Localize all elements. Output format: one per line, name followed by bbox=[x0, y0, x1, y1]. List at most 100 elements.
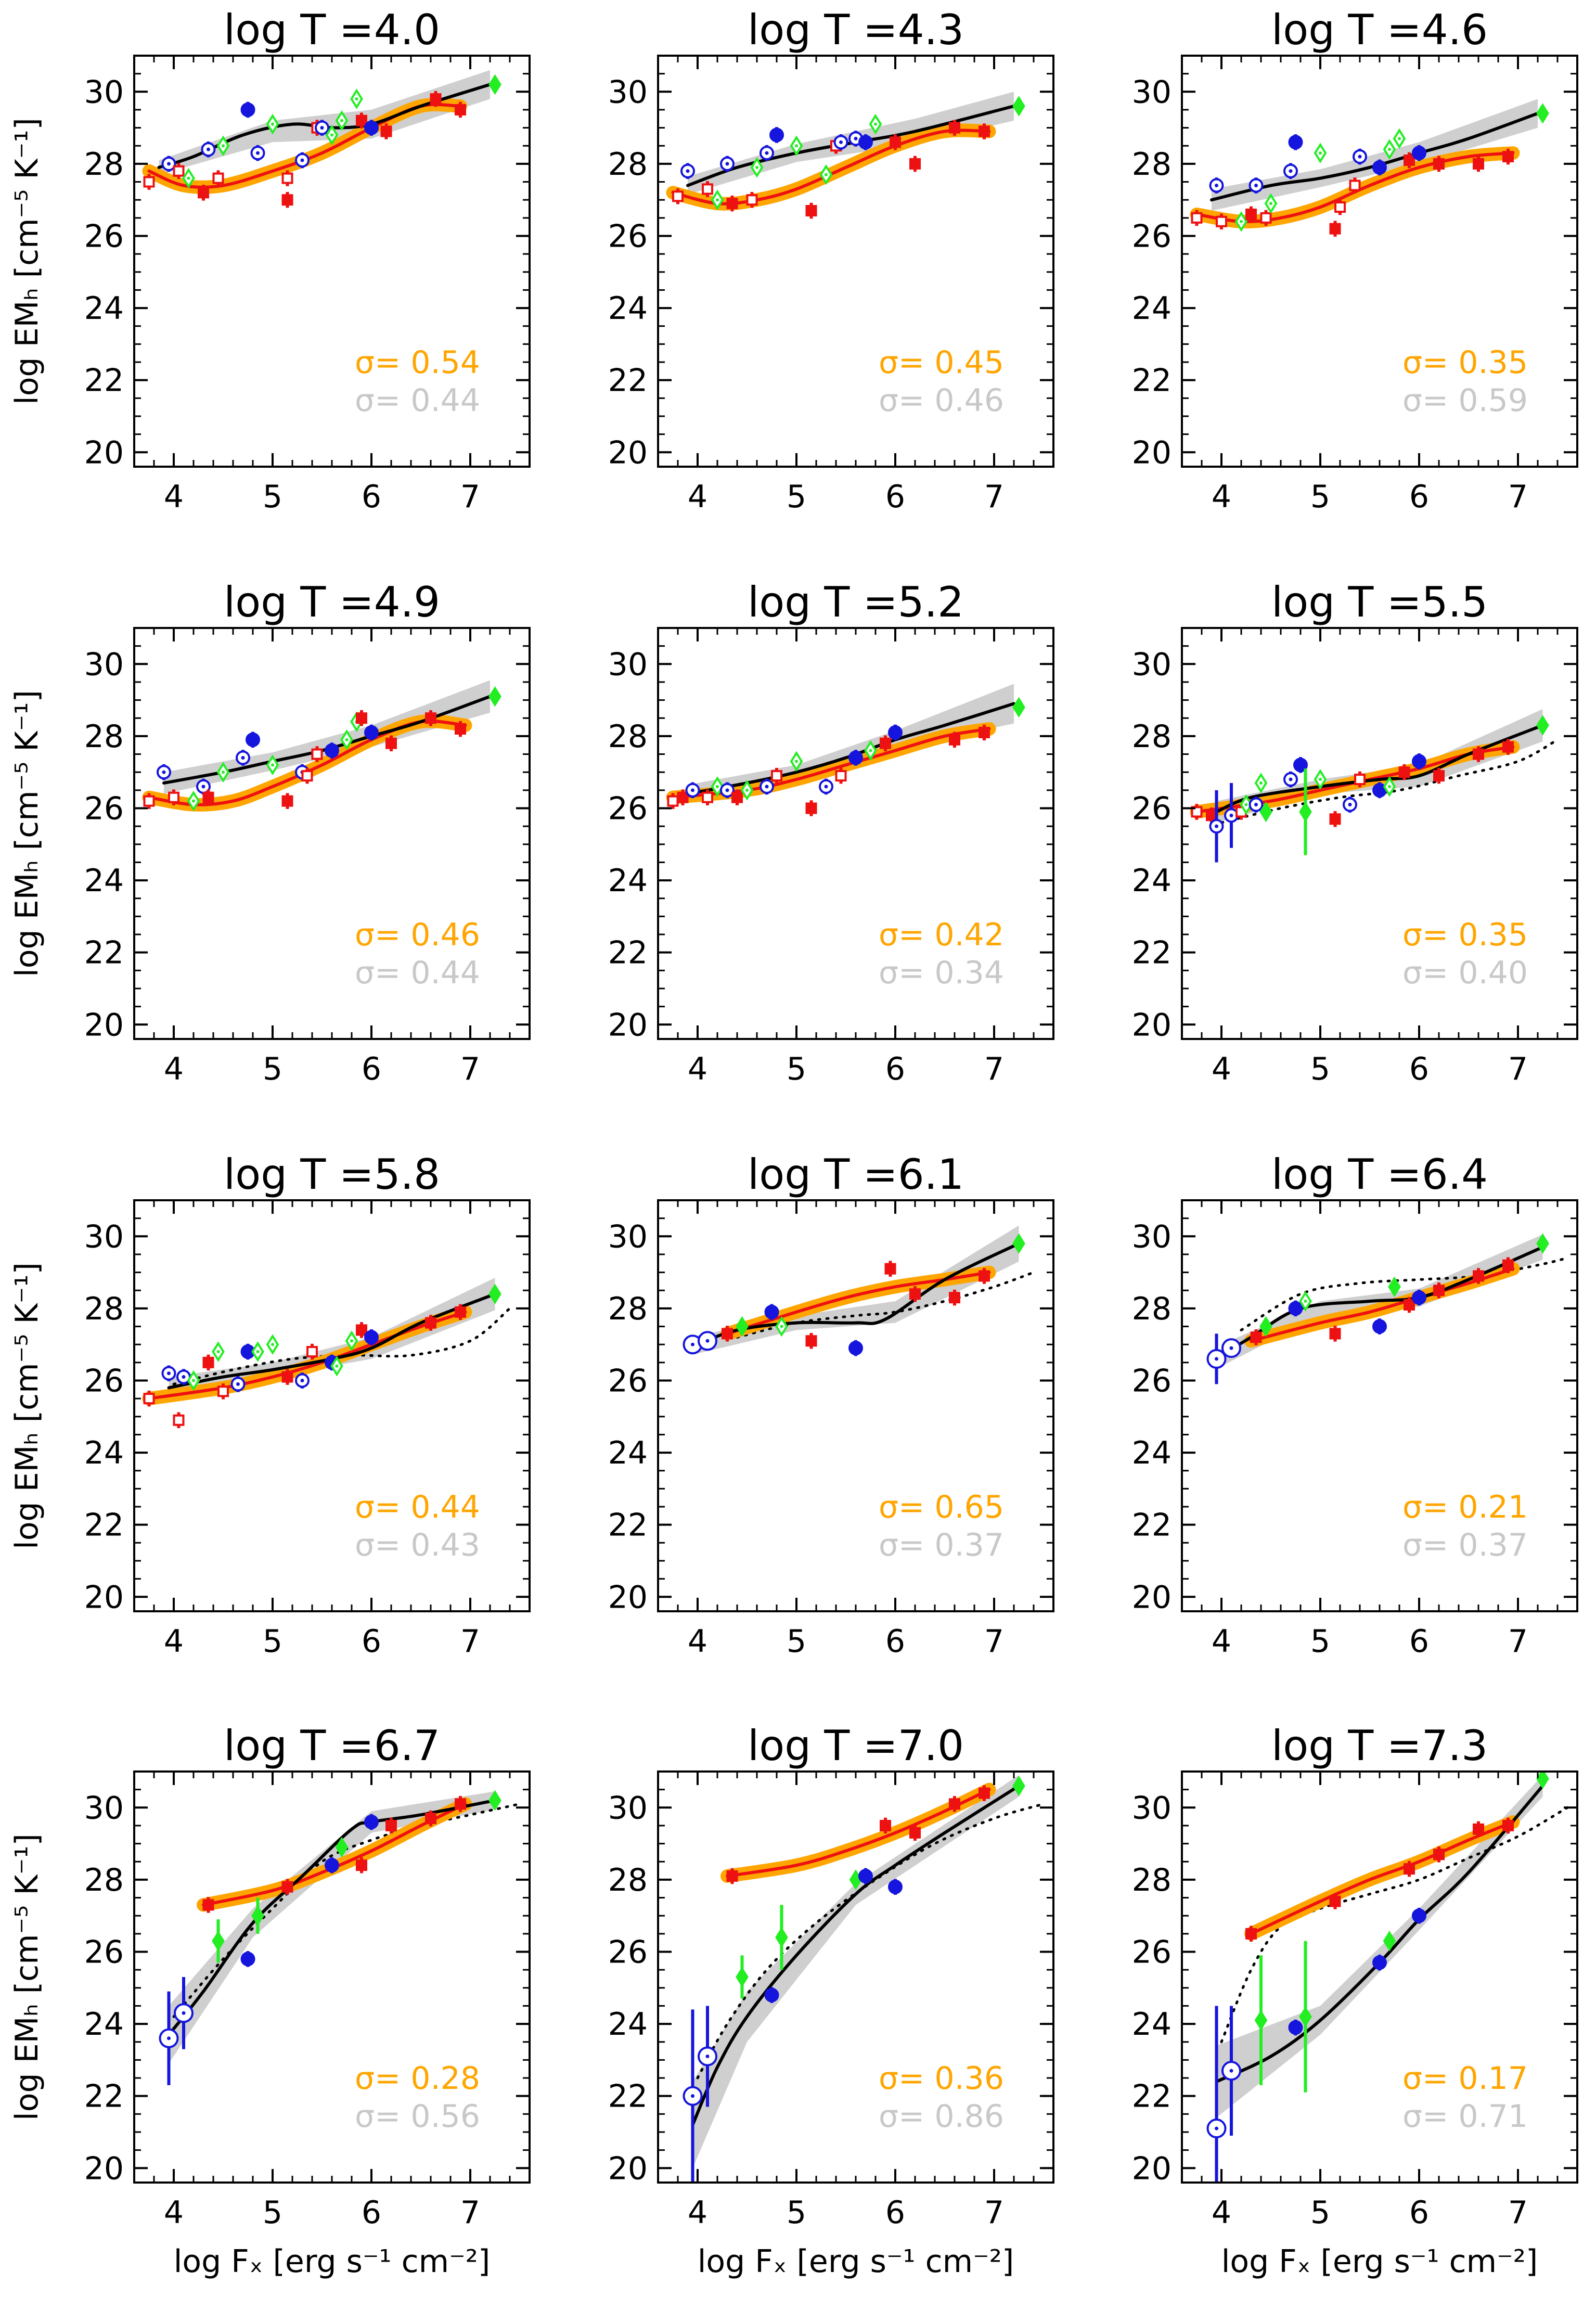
data-point-circle bbox=[858, 135, 873, 150]
y-tick-label: 20 bbox=[608, 2150, 648, 2187]
data-point-square bbox=[311, 748, 323, 760]
dotted-model-curve bbox=[696, 1802, 1045, 2080]
data-point-diamond bbox=[1536, 1772, 1549, 1789]
data-point-square bbox=[771, 770, 782, 782]
sigma-gray-label: σ= 0.56 bbox=[355, 2098, 480, 2135]
y-tick-label: 22 bbox=[1132, 1507, 1172, 1544]
data-point-circle-dot bbox=[765, 151, 769, 155]
data-point-square bbox=[1473, 158, 1484, 170]
y-tick-label: 26 bbox=[1132, 790, 1172, 827]
data-point-circle-dot bbox=[725, 788, 729, 792]
data-point-diamond bbox=[1299, 801, 1312, 823]
data-point-diamond bbox=[488, 74, 501, 95]
data-point-square bbox=[1473, 1823, 1484, 1835]
data-point-circle-dot bbox=[182, 1375, 186, 1379]
y-tick-label: 30 bbox=[84, 646, 124, 683]
plot-area bbox=[1206, 1772, 1569, 2183]
data-point-circle-dot bbox=[182, 2011, 186, 2015]
plot-area bbox=[1206, 1233, 1569, 1384]
panel-title: log T =5.2 bbox=[748, 578, 964, 626]
x-tick-label: 4 bbox=[1212, 479, 1231, 515]
data-point-circle bbox=[848, 1341, 863, 1356]
x-tick-label: 6 bbox=[1409, 1623, 1429, 1660]
data-point-circle bbox=[240, 102, 255, 117]
data-point-circle bbox=[1288, 2020, 1303, 2035]
data-point-square bbox=[385, 737, 397, 749]
data-point-square bbox=[1433, 158, 1445, 170]
data-point-circle bbox=[764, 1987, 779, 2003]
x-tick-label: 5 bbox=[787, 1051, 806, 1087]
x-tick-label: 7 bbox=[984, 1051, 1004, 1087]
data-point-diamond-dot bbox=[716, 198, 719, 202]
y-tick-label: 20 bbox=[1132, 2150, 1172, 2187]
y-tick-label: 30 bbox=[1132, 1218, 1172, 1255]
data-point-square bbox=[455, 1306, 466, 1318]
data-point-circle-dot bbox=[167, 1371, 171, 1376]
plot-area bbox=[142, 1278, 511, 1428]
y-tick-label: 28 bbox=[608, 146, 648, 183]
y-tick-label: 28 bbox=[1132, 1862, 1172, 1898]
x-axis-title: log Fₓ [erg s⁻¹ cm⁻²] bbox=[1221, 2243, 1538, 2280]
data-point-square bbox=[1329, 1328, 1341, 1340]
x-tick-label: 7 bbox=[1508, 479, 1528, 515]
y-tick-label: 28 bbox=[84, 1291, 124, 1327]
y-tick-label: 24 bbox=[1132, 1435, 1172, 1471]
data-point-square bbox=[281, 172, 293, 184]
sigma-gray-label: σ= 0.37 bbox=[1402, 1527, 1528, 1563]
y-tick-label: 22 bbox=[84, 935, 124, 971]
x-tick-label: 6 bbox=[1409, 1051, 1429, 1087]
y-tick-label: 20 bbox=[84, 1007, 124, 1043]
data-point-square bbox=[455, 104, 466, 116]
data-point-circle-dot bbox=[201, 785, 205, 789]
data-point-diamond-dot bbox=[795, 144, 798, 148]
sigma-orange-label: σ= 0.45 bbox=[879, 344, 1004, 381]
red-fit-line bbox=[147, 720, 467, 806]
data-point-square bbox=[884, 1263, 896, 1275]
data-point-square bbox=[1329, 813, 1341, 825]
black-fit-line bbox=[691, 1784, 1021, 2127]
data-point-square bbox=[909, 158, 921, 170]
data-point-square bbox=[949, 1292, 960, 1304]
data-point-diamond-dot bbox=[780, 1325, 783, 1328]
data-point-square bbox=[1502, 741, 1514, 753]
data-point-diamond-dot bbox=[1269, 202, 1272, 206]
y-tick-label: 22 bbox=[84, 2078, 124, 2115]
data-point-circle-dot bbox=[765, 785, 769, 789]
data-point-diamond bbox=[1388, 1276, 1401, 1298]
data-point-circle-dot bbox=[167, 162, 171, 166]
data-point-circle-dot bbox=[1215, 1357, 1218, 1361]
y-tick-label: 26 bbox=[84, 1363, 124, 1399]
confidence-band bbox=[164, 680, 490, 794]
data-point-circle bbox=[848, 750, 863, 765]
sigma-orange-label: σ= 0.65 bbox=[879, 1489, 1004, 1525]
y-tick-label: 26 bbox=[608, 218, 648, 254]
confidence-band bbox=[688, 684, 1014, 803]
data-point-diamond-dot bbox=[271, 1343, 274, 1346]
x-tick-label: 6 bbox=[362, 2194, 381, 2231]
data-point-square bbox=[667, 795, 679, 807]
sigma-gray-label: σ= 0.44 bbox=[355, 382, 480, 419]
data-point-circle bbox=[1293, 758, 1308, 773]
data-point-diamond-dot bbox=[192, 799, 195, 803]
data-point-diamond bbox=[775, 1927, 788, 1948]
plot-area bbox=[142, 70, 501, 208]
data-point-diamond-dot bbox=[340, 119, 343, 122]
data-point-diamond bbox=[1299, 2006, 1312, 2027]
data-point-diamond-dot bbox=[1240, 220, 1243, 223]
panel-3: log T =4.6 4 5 6 7 20 22 24 26 28 30 σ= 0.35σ= 0.59 bbox=[1132, 6, 1578, 515]
x-tick-label: 5 bbox=[263, 1623, 282, 1660]
x-tick-label: 6 bbox=[885, 1051, 905, 1087]
x-tick-label: 6 bbox=[362, 1051, 381, 1087]
sigma-gray-label: σ= 0.59 bbox=[1402, 382, 1528, 419]
data-point-square bbox=[425, 712, 436, 724]
data-point-diamond-dot bbox=[192, 1379, 195, 1382]
x-tick-label: 4 bbox=[164, 479, 184, 515]
data-point-square bbox=[1404, 1863, 1415, 1875]
y-tick-label: 30 bbox=[84, 1790, 124, 1826]
y-tick-label: 20 bbox=[84, 2150, 124, 2187]
x-tick-label: 7 bbox=[984, 1623, 1004, 1660]
data-point-diamond-dot bbox=[271, 122, 274, 126]
data-point-square bbox=[979, 1270, 990, 1282]
y-tick-label: 24 bbox=[608, 290, 648, 327]
data-point-square bbox=[281, 194, 293, 206]
